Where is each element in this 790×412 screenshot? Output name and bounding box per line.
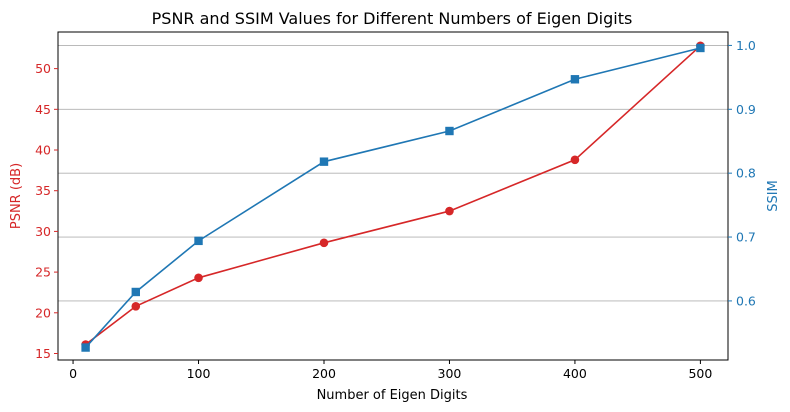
- series-2-point-4: [445, 126, 454, 136]
- left-tick-label-2: 25: [35, 265, 51, 280]
- x-axis-label: Number of Eigen Digits: [317, 388, 468, 403]
- series-2-point-0: [81, 343, 90, 352]
- right-tick-label-1: 0.7: [736, 230, 756, 245]
- x-tick-label-3: 300: [438, 366, 462, 381]
- left-tick-label-4: 35: [35, 183, 51, 198]
- right-tick-label-0: 0.6: [736, 293, 756, 308]
- series-layer: [81, 41, 705, 352]
- series-1-point-5: [570, 155, 580, 165]
- x-tick-label-5: 500: [688, 366, 712, 381]
- left-tick-label-5: 40: [35, 143, 51, 158]
- right-axis-label: SSIM: [766, 180, 781, 212]
- right-tick-label-3: 0.9: [736, 102, 756, 117]
- series-1-point-3: [319, 238, 329, 248]
- axes-layer: 0 100 200 300 400 500 15 20 25 30 35 40 45 50 0.6 0.7 0.…: [35, 31, 756, 381]
- grid-layer: [58, 44, 728, 302]
- series-2-point-1: [131, 287, 140, 297]
- series-2-point-3: [319, 157, 329, 166]
- x-tick-label-4: 400: [563, 366, 587, 381]
- series-1-point-2: [194, 273, 203, 283]
- left-axis-label: PSNR (dB): [9, 163, 24, 229]
- x-tick-label-2: 200: [312, 366, 336, 381]
- chart-title: PSNR and SSIM Values for Different Numbe…: [152, 9, 633, 28]
- right-tick-label-4: 1.0: [736, 38, 756, 53]
- right-tick-label-2: 0.8: [736, 166, 756, 181]
- plot-frame: [57, 31, 729, 361]
- series-1-point-1: [131, 301, 141, 311]
- left-tick-label-7: 50: [35, 61, 51, 76]
- left-tick-label-6: 45: [35, 102, 51, 117]
- series-2-point-5: [570, 75, 580, 84]
- series-2-point-2: [194, 236, 203, 246]
- left-tick-label-1: 20: [35, 305, 51, 320]
- left-tick-label-0: 15: [35, 346, 51, 361]
- left-tick-label-3: 30: [35, 224, 51, 239]
- series-2-point-6: [696, 43, 705, 53]
- x-tick-label-1: 100: [187, 366, 211, 381]
- x-tick-label-0: 0: [69, 366, 77, 381]
- series-1-point-4: [445, 206, 454, 216]
